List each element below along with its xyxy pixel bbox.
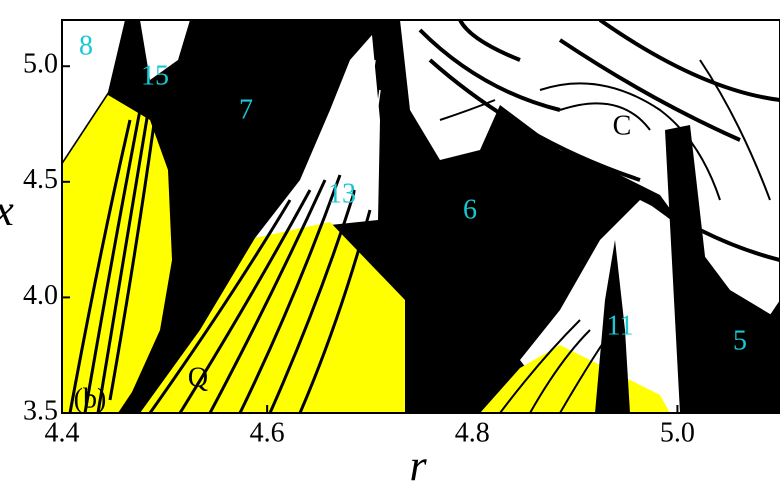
region-white xyxy=(62,20,125,162)
annotation: 15 xyxy=(141,60,169,91)
annotation: Q xyxy=(188,362,208,393)
x-axis-label: r xyxy=(409,441,427,490)
region-black xyxy=(740,300,780,413)
region-white xyxy=(400,20,780,320)
annotation: 5 xyxy=(733,325,747,356)
annotation: 8 xyxy=(79,30,93,61)
region-black xyxy=(665,125,720,413)
plot-frame xyxy=(61,19,780,414)
y-tick-label: 3.5 xyxy=(23,395,58,426)
y-axis-label: x xyxy=(0,186,14,235)
annotation: (b) xyxy=(74,383,107,414)
streaks xyxy=(68,20,780,413)
x-tick-label: 4.4 xyxy=(45,417,80,448)
y-tick-label: 4.0 xyxy=(23,280,58,311)
region-white xyxy=(140,20,190,80)
y-tick-label: 4.5 xyxy=(23,164,58,195)
annotation: 6 xyxy=(463,194,477,225)
region-white xyxy=(255,35,380,238)
x-tick-label: 5.0 xyxy=(660,417,695,448)
annotation: 13 xyxy=(328,178,356,209)
x-tick-label: 4.8 xyxy=(455,417,490,448)
annotation: 7 xyxy=(239,94,253,125)
x-tick-label: 4.6 xyxy=(250,417,285,448)
region-yellow xyxy=(62,95,172,413)
plot-area xyxy=(62,20,780,413)
annotation: 11 xyxy=(607,310,634,341)
y-tick-label: 5.0 xyxy=(23,49,58,80)
annotation: C xyxy=(613,110,632,141)
region-black xyxy=(595,240,630,413)
region-yellow xyxy=(140,222,405,413)
